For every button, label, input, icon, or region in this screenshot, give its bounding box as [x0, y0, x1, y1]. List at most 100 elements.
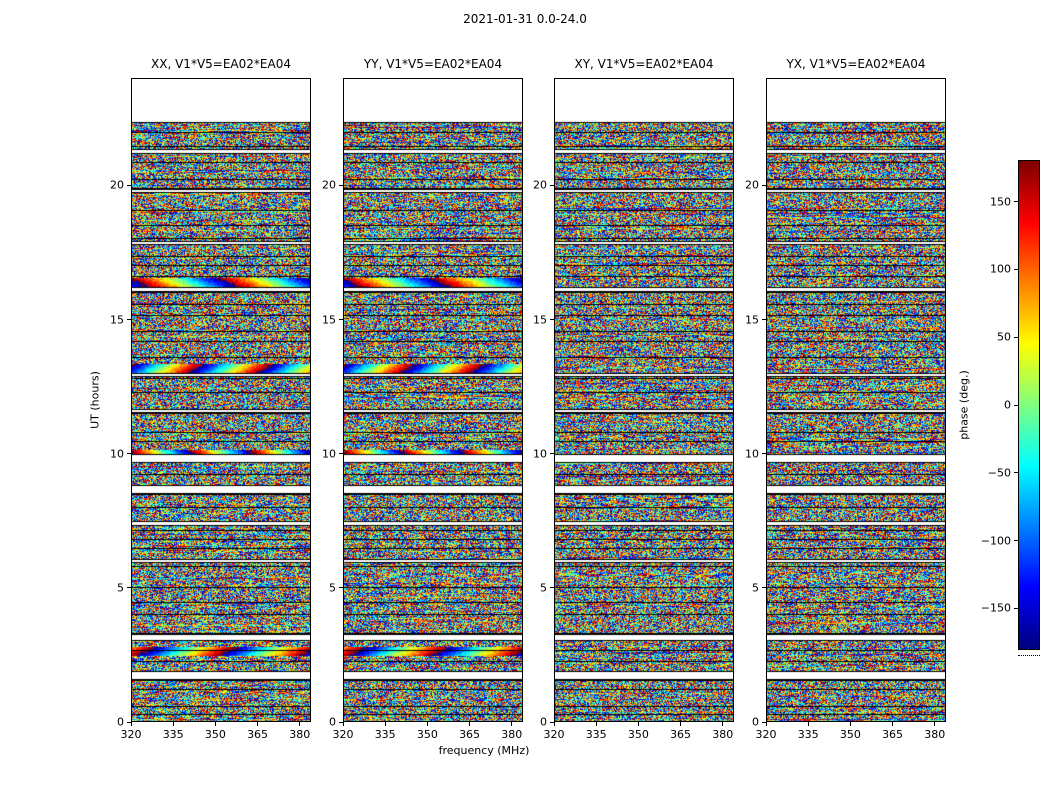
- y-tick: [550, 184, 554, 186]
- x-tick: [511, 722, 513, 726]
- y-tick: [127, 587, 131, 589]
- y-tick-label: 5: [117, 581, 124, 595]
- panel-title-yx: YX, V1*V5=EA02*EA04: [786, 57, 926, 71]
- panel-title-yy: YY, V1*V5=EA02*EA04: [363, 57, 503, 71]
- axis-ticks: 320 335 350 365 380 0 5 10 15 20: [110, 78, 311, 741]
- axis-ticks: 320 335 350 365 380 0 5 10 15 20: [533, 78, 734, 741]
- y-tick: [127, 319, 131, 320]
- y-tick-label: 15: [110, 313, 124, 326]
- y-tick: [550, 587, 554, 589]
- y-tick: [127, 184, 131, 186]
- y-tick-label: 20: [533, 178, 547, 192]
- y-tick-label: 15: [322, 313, 336, 326]
- y-tick: [762, 453, 766, 455]
- x-tick-label: 365: [882, 728, 904, 741]
- y-tick-label: 20: [110, 178, 124, 192]
- colorbar-tick-label: −50: [987, 466, 1011, 480]
- x-tick-label: 335: [162, 728, 184, 741]
- colorbar-tick-label: 0: [1004, 398, 1011, 412]
- x-tick: [214, 722, 216, 726]
- y-tick-label: 5: [329, 581, 336, 595]
- x-tick-label: 380: [712, 728, 734, 741]
- y-tick-label: 0: [540, 715, 547, 729]
- x-tick-label: 335: [797, 728, 819, 741]
- panel-title-xy: XY, V1*V5=EA02*EA04: [574, 57, 714, 71]
- x-tick: [849, 722, 851, 726]
- x-tick: [257, 722, 259, 726]
- x-tick-label: 335: [585, 728, 607, 741]
- y-tick: [762, 721, 766, 723]
- x-tick-label: 380: [501, 728, 523, 741]
- y-tick: [339, 721, 343, 723]
- colorbar-tick: [1014, 404, 1018, 406]
- y-tick-label: 20: [745, 178, 759, 192]
- colorbar-ticks: 150 100 50 0 −50 −100 −150: [981, 161, 1039, 649]
- y-tick-label: 0: [117, 715, 124, 729]
- y-tick: [339, 184, 343, 186]
- y-tick-label: 0: [329, 715, 336, 729]
- y-tick-label: 10: [533, 447, 547, 461]
- colorbar-tick: [1014, 472, 1018, 474]
- heatmap-canvas-yx: [766, 78, 946, 722]
- colorbar-dashed-line: [1018, 655, 1040, 656]
- y-tick-label: 0: [752, 715, 759, 729]
- x-tick: [637, 722, 639, 726]
- x-axis-label: frequency (MHz): [438, 744, 530, 757]
- y-tick: [550, 721, 554, 723]
- colorbar-tick: [1014, 201, 1018, 203]
- colorbar-tick: [1014, 607, 1018, 609]
- x-tick-label: 320: [755, 728, 777, 741]
- x-tick-label: 320: [332, 728, 354, 741]
- panel-xy: XY, V1*V5=EA02*EA04 320 335 350 365 380 0 5 10 1…: [533, 57, 734, 741]
- colorbar-gradient: [1019, 161, 1039, 649]
- y-axis-label: UT (hours): [88, 371, 102, 429]
- heatmap-canvas-xx: [131, 78, 311, 722]
- colorbar-tick: [1014, 540, 1018, 542]
- x-tick: [680, 722, 682, 726]
- y-tick: [762, 319, 766, 320]
- x-tick-label: 320: [120, 728, 142, 741]
- x-tick: [384, 722, 386, 726]
- x-tick-label: 365: [459, 728, 481, 741]
- axis-ticks: 320 335 350 365 380 0 5 10 15 20: [322, 78, 523, 741]
- axis-ticks: 320 335 350 365 380 0 5 10 15 20: [745, 78, 946, 741]
- x-tick: [299, 722, 301, 726]
- y-tick-label: 10: [110, 447, 124, 461]
- y-tick-label: 15: [745, 313, 759, 326]
- y-tick: [339, 587, 343, 589]
- figure-title: 2021-01-31 0.0-24.0: [463, 12, 587, 26]
- colorbar-label: phase (deg.): [957, 370, 971, 440]
- x-tick-label: 350: [627, 728, 649, 741]
- panel-xx: XX, V1*V5=EA02*EA04 320 335 350 365 380 0 5 10 1…: [110, 57, 311, 741]
- x-tick: [892, 722, 894, 726]
- y-tick-label: 15: [533, 313, 547, 326]
- x-tick: [130, 722, 132, 726]
- x-tick-label: 365: [670, 728, 692, 741]
- x-tick: [722, 722, 724, 726]
- heatmap-canvas-xy: [554, 78, 734, 722]
- panel-yx: YX, V1*V5=EA02*EA04 320 335 350 365 380 0 5 10 1…: [745, 57, 946, 741]
- y-tick: [339, 319, 343, 320]
- x-tick-label: 350: [839, 728, 861, 741]
- panel-title-xx: XX, V1*V5=EA02*EA04: [151, 57, 291, 71]
- colorbar-tick-label: 150: [990, 195, 1011, 209]
- x-tick: [595, 722, 597, 726]
- colorbar-tick-label: 100: [990, 262, 1011, 276]
- x-tick-label: 320: [543, 728, 565, 741]
- x-tick-label: 335: [374, 728, 396, 741]
- x-tick: [342, 722, 344, 726]
- x-tick-label: 365: [247, 728, 269, 741]
- colorbar-tick-label: 50: [997, 330, 1011, 344]
- y-tick: [127, 453, 131, 455]
- colorbar-tick-label: −100: [980, 534, 1011, 548]
- y-tick-label: 5: [540, 581, 547, 595]
- x-tick-label: 350: [204, 728, 226, 741]
- heatmap-canvas-yy: [343, 78, 523, 722]
- x-tick-label: 380: [924, 728, 946, 741]
- y-tick-label: 5: [752, 581, 759, 595]
- x-tick: [765, 722, 767, 726]
- y-tick: [550, 319, 554, 320]
- x-tick: [553, 722, 555, 726]
- x-tick-label: 380: [289, 728, 311, 741]
